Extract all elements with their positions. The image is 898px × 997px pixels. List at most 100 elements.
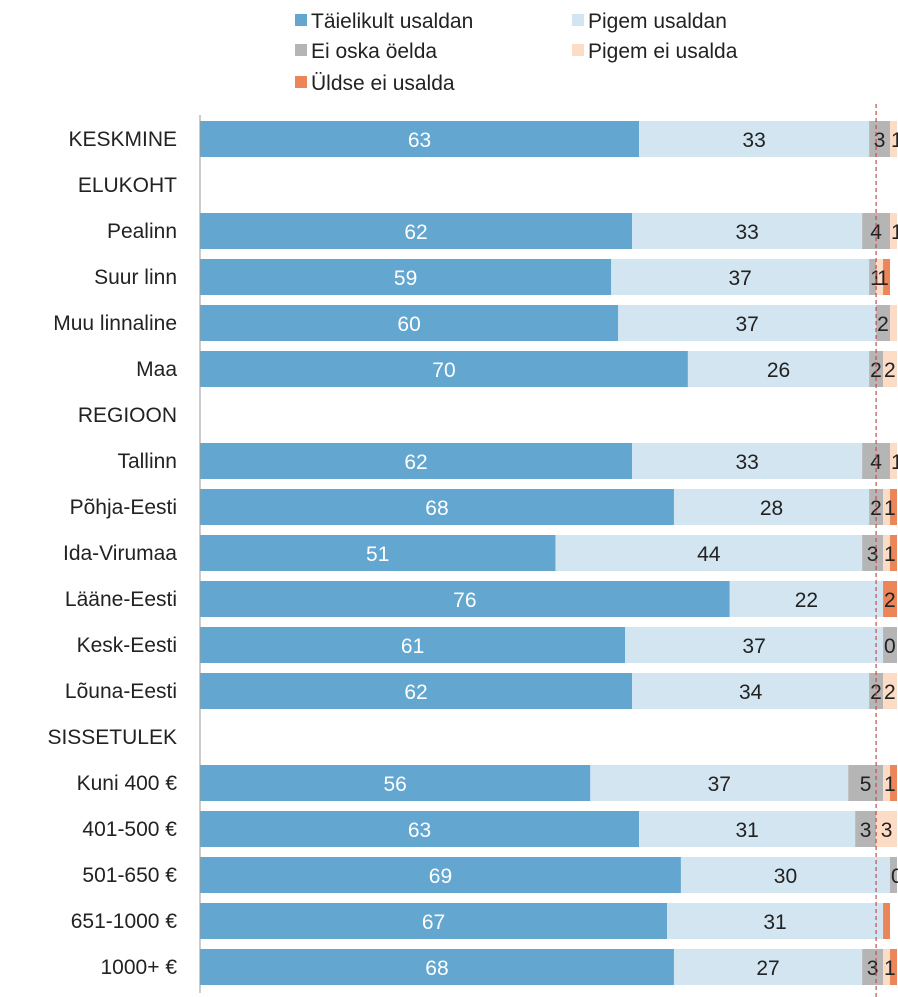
data-label-louna-eesti-pigem-ei-usalda: 2 [884, 681, 896, 704]
bar-pealinn-pigem-usaldan [632, 213, 863, 249]
bar-ida-virumaa-pigem-ei-usalda [883, 535, 891, 571]
data-label-651-1000-pigem-usaldan: 31 [763, 911, 786, 934]
data-label-pealinn-taielikult-usaldan: 62 [404, 221, 427, 244]
data-label-401-500-pigem-ei-usalda: 3 [881, 819, 893, 842]
data-label-pohja-eesti-ei-oska-oelda: 2 [870, 497, 882, 520]
data-label-kuni-400-pigem-usaldan: 37 [708, 773, 731, 796]
data-label-pohja-eesti-pigem-usaldan: 28 [760, 497, 783, 520]
bar-suur-linn-pigem-usaldan [611, 259, 870, 295]
bar-401-500-ei-oska-oelda [855, 811, 877, 847]
bar-laane-eesti-pigem-usaldan [729, 581, 884, 617]
data-label-pealinn-pigem-ei-usalda: 1 [891, 221, 898, 244]
data-label-kesk-eesti-ei-oska-oelda: 0 [884, 635, 896, 658]
bar-suur-linn-uldse-ei-usalda [883, 259, 891, 295]
bar-suur-linn-taielikult-usaldan [200, 259, 612, 295]
bar-louna-eesti-taielikult-usaldan [200, 673, 633, 709]
bar-louna-eesti-pigem-ei-usalda [883, 673, 897, 709]
data-label-louna-eesti-pigem-usaldan: 34 [739, 681, 763, 704]
data-label-maa-taielikult-usaldan: 70 [432, 359, 455, 382]
bar-muu-linnaline-taielikult-usaldan [200, 305, 619, 341]
bar-pohja-eesti-uldse-ei-usalda [890, 489, 897, 525]
bar-tallinn-pigem-ei-usalda [890, 443, 897, 479]
bar-501-650-taielikult-usaldan [200, 857, 681, 893]
bar-pohja-eesti-pigem-usaldan [673, 489, 870, 525]
data-label-501-650-taielikult-usaldan: 69 [429, 865, 452, 888]
legend-label-uldse-ei-usalda: Üldse ei usalda [311, 72, 455, 95]
data-label-501-650-ei-oska-oelda: 0 [891, 865, 898, 888]
category-label-kesk-eesti: Kesk-Eesti [77, 634, 177, 657]
bar-keskmine-pigem-usaldan [639, 121, 870, 157]
data-label-laane-eesti-pigem-usaldan: 22 [795, 589, 818, 612]
bar-pealinn-taielikult-usaldan [200, 213, 633, 249]
data-label-ida-virumaa-taielikult-usaldan: 51 [366, 543, 389, 566]
bar-muu-linnaline-pigem-ei-usalda [890, 305, 897, 341]
category-label-keskmine: KESKMINE [68, 128, 177, 151]
bar-501-650-ei-oska-oelda [890, 857, 897, 893]
data-label-401-500-pigem-usaldan: 31 [735, 819, 758, 842]
bar-maa-pigem-ei-usalda [883, 351, 897, 387]
bar-ida-virumaa-taielikult-usaldan [200, 535, 556, 571]
section-label-regioon: REGIOON [78, 404, 177, 427]
data-label-kuni-400-taielikult-usaldan: 56 [383, 773, 406, 796]
bar-pohja-eesti-pigem-ei-usalda [883, 489, 891, 525]
legend-swatch-pigem-usaldan [572, 14, 584, 26]
category-label-651-1000: 651-1000 € [71, 910, 178, 933]
data-label-suur-linn-taielikult-usaldan: 59 [394, 267, 417, 290]
category-label-maa: Maa [136, 358, 177, 381]
bar-1000-pigem-usaldan [673, 949, 863, 985]
bar-maa-ei-oska-oelda [869, 351, 884, 387]
legend-swatch-uldse-ei-usalda [295, 76, 307, 88]
data-label-1000-taielikult-usaldan: 68 [425, 957, 448, 980]
bar-kuni-400-pigem-ei-usalda [883, 765, 891, 801]
data-label-tallinn-pigem-usaldan: 33 [735, 451, 758, 474]
legend-swatch-taielikult-usaldan [295, 14, 307, 26]
bar-pohja-eesti-taielikult-usaldan [200, 489, 674, 525]
data-label-ida-virumaa-ei-oska-oelda: 3 [867, 543, 879, 566]
bar-suur-linn-ei-oska-oelda [869, 259, 877, 295]
bar-1000-ei-oska-oelda [862, 949, 884, 985]
bar-keskmine-ei-oska-oelda [869, 121, 891, 157]
data-label-suur-linn-pigem-usaldan: 37 [728, 267, 751, 290]
category-label-muu-linnaline: Muu linnaline [53, 312, 177, 335]
data-label-401-500-taielikult-usaldan: 63 [408, 819, 431, 842]
bar-1000-taielikult-usaldan [200, 949, 674, 985]
bar-651-1000-taielikult-usaldan [200, 903, 667, 939]
bar-tallinn-pigem-usaldan [632, 443, 863, 479]
data-label-1000-pigem-usaldan: 27 [756, 957, 779, 980]
category-label-401-500: 401-500 € [82, 818, 177, 841]
bar-ida-virumaa-ei-oska-oelda [862, 535, 884, 571]
category-label-pohja-eesti: Põhja-Eesti [70, 496, 177, 519]
data-label-maa-pigem-ei-usalda: 2 [884, 359, 896, 382]
category-label-suur-linn: Suur linn [94, 266, 177, 289]
bar-kesk-eesti-ei-oska-oelda [883, 627, 897, 663]
bar-suur-linn-pigem-ei-usalda [876, 259, 884, 295]
bar-keskmine-pigem-ei-usalda [890, 121, 897, 157]
bar-ida-virumaa-uldse-ei-usalda [890, 535, 897, 571]
data-label-suur-linn-pigem-ei-usalda: 1 [877, 267, 889, 290]
data-label-laane-eesti-taielikult-usaldan: 76 [453, 589, 476, 612]
bar-keskmine-taielikult-usaldan [200, 121, 640, 157]
category-labels: KESKMINE ELUKOHT Pealinn Suur linn Muu linna… [47, 128, 177, 979]
data-label-muu-linnaline-pigem-usaldan: 37 [735, 313, 758, 336]
data-label-kuni-400-pigem-ei-usalda: 1 [884, 773, 896, 796]
section-label-sissetulek: SISSETULEK [47, 726, 177, 749]
legend-label-taielikult-usaldan: Täielikult usaldan [311, 10, 473, 33]
data-label-kuni-400-ei-oska-oelda: 5 [860, 773, 872, 796]
data-label-keskmine-taielikult-usaldan: 63 [408, 129, 431, 152]
bar-maa-taielikult-usaldan [200, 351, 688, 387]
data-label-suur-linn-ei-oska-oelda: 1 [870, 267, 882, 290]
bar-kesk-eesti-taielikult-usaldan [200, 627, 626, 663]
bar-maa-pigem-usaldan [687, 351, 870, 387]
bar-kuni-400-taielikult-usaldan [200, 765, 591, 801]
category-label-pealinn: Pealinn [107, 220, 177, 243]
bar-kuni-400-pigem-usaldan [590, 765, 849, 801]
data-label-maa-pigem-usaldan: 26 [767, 359, 790, 382]
legend-label-ei-oska-oelda: Ei oska öelda [311, 40, 437, 63]
legend-swatch-ei-oska-oelda [295, 44, 307, 56]
bar-ida-virumaa-pigem-usaldan [555, 535, 863, 571]
category-label-ida-virumaa: Ida-Virumaa [63, 542, 177, 565]
data-label-ida-virumaa-pigem-ei-usalda: 1 [884, 543, 896, 566]
data-label-pohja-eesti-taielikult-usaldan: 68 [425, 497, 448, 520]
data-label-pohja-eesti-pigem-ei-usalda: 1 [884, 497, 896, 520]
